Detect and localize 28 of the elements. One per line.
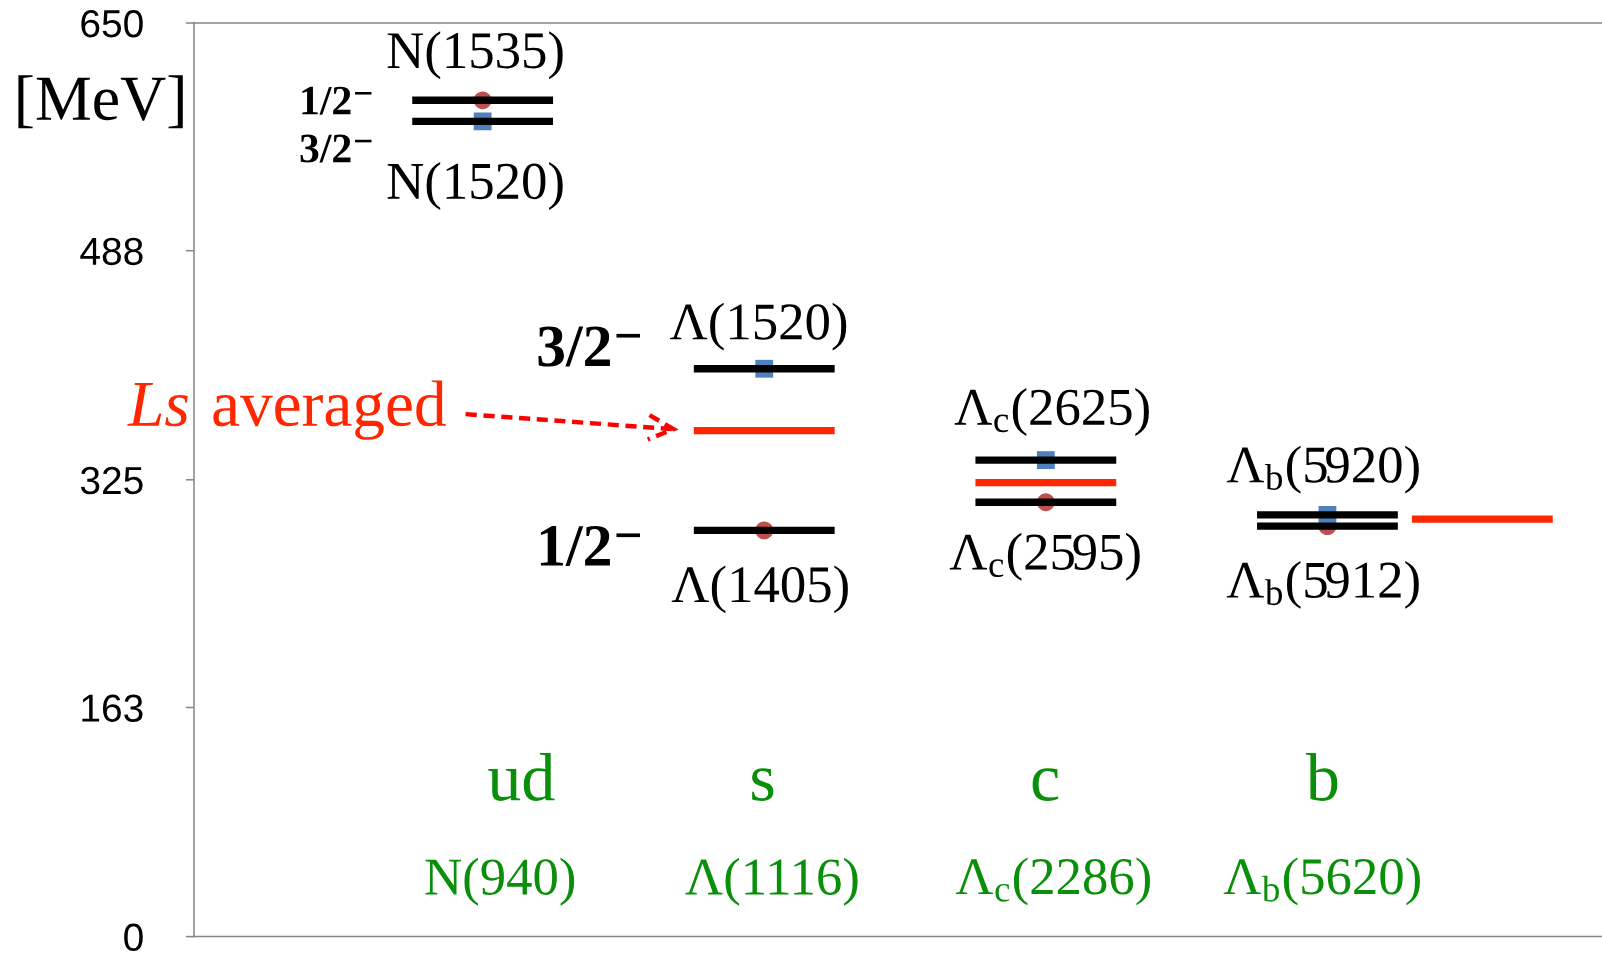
- annotation: b: [1305, 753, 1338, 801]
- annotation: 3/2⁻: [300, 134, 372, 163]
- annotation: Λ$_{c}$(2595): [949, 532, 1140, 581]
- annotation: Λ(1116): [685, 857, 858, 906]
- annotation: 3/2⁻: [538, 326, 640, 367]
- annotation: Λ$_{c}$(2625): [954, 388, 1149, 436]
- y-tick-label: 163: [82, 694, 143, 722]
- annotation: averaged: [213, 380, 446, 440]
- annotation: Λ(1405): [671, 565, 848, 614]
- text: Ls: [127, 382, 188, 427]
- y-tick-label: 488: [80, 237, 143, 266]
- annotation: N(940): [425, 857, 575, 906]
- annotation: c: [1032, 768, 1059, 801]
- y-tick-label: 650: [81, 9, 143, 38]
- annotation: Λ$_{b}$(5920): [1226, 445, 1419, 494]
- y-axis-title: [MeV]: [18, 75, 183, 129]
- annotation: N(1535): [387, 31, 563, 80]
- annotation: s: [752, 768, 774, 801]
- annotation: Λ$_{b}$(5912): [1226, 560, 1419, 609]
- y-tick-label: 325: [80, 466, 143, 495]
- y-tick-label: 0: [124, 923, 143, 952]
- annotation: Λ(1520): [670, 302, 847, 351]
- annotation: 1/2⁻: [540, 525, 640, 567]
- annotation: ud: [488, 753, 555, 801]
- annotation: Λ$_{c}$(2286): [955, 857, 1150, 906]
- annotation: Λ$_{b}$(5620): [1223, 857, 1420, 906]
- annotation: 1/2⁻: [302, 86, 372, 115]
- annotation: N(1520): [387, 162, 563, 210]
